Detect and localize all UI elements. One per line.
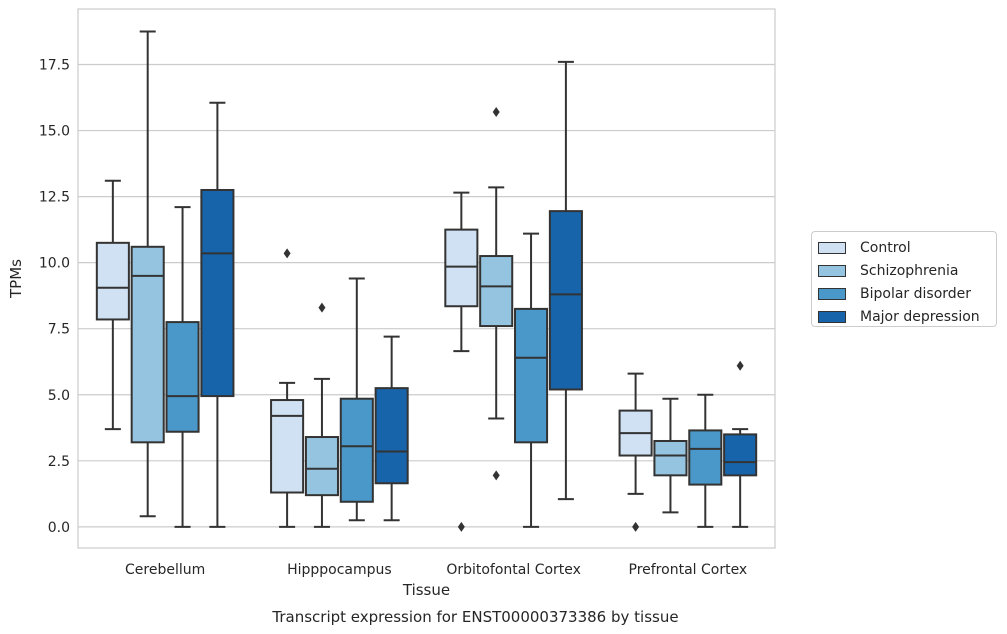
- y-tick-label: 2.5: [48, 454, 70, 470]
- box-0-1: [130, 30, 165, 518]
- plot-boxes: [95, 30, 758, 532]
- box-1-0: [270, 248, 305, 528]
- y-tick-label: 0.0: [48, 520, 70, 536]
- box-body: [339, 397, 374, 503]
- box-body: [270, 399, 305, 494]
- x-tick-label: Orbitofontal Cortex: [446, 562, 581, 578]
- legend-label: Control: [860, 239, 911, 256]
- box-body: [444, 228, 479, 308]
- box-2-0: [444, 191, 479, 532]
- box-0-3: [200, 101, 235, 528]
- chart-title: Transcript expression for ENST0000037338…: [271, 608, 678, 626]
- y-tick-label: 12.5: [39, 190, 70, 206]
- box-1-3: [374, 335, 409, 522]
- box-0-2: [165, 206, 200, 528]
- y-tick-label: 5.0: [48, 388, 70, 404]
- box-body: [479, 255, 514, 328]
- box-3-1: [653, 397, 688, 514]
- box-body: [514, 307, 549, 444]
- outlier-point: [492, 107, 500, 118]
- box-body: [374, 387, 409, 485]
- box-3-3: [723, 360, 758, 528]
- y-tick-label: 15.0: [39, 124, 70, 140]
- outlier-point: [632, 521, 640, 532]
- legend-item: Bipolar disorder: [818, 282, 996, 305]
- outlier-point: [492, 470, 500, 481]
- legend-swatch: [818, 241, 846, 254]
- box-body: [688, 429, 723, 486]
- box-2-2: [514, 232, 549, 528]
- box-body: [165, 321, 200, 433]
- y-tick-label: 7.5: [48, 322, 70, 338]
- legend-item: Schizophrenia: [818, 259, 996, 282]
- box-0-0: [95, 179, 130, 431]
- x-tick-label: Prefrontal Cortex: [629, 562, 748, 578]
- box-2-1: [479, 107, 514, 481]
- box-3-2: [688, 393, 723, 528]
- legend-label: Schizophrenia: [860, 262, 959, 279]
- box-3-0: [618, 372, 653, 532]
- legend: Control Schizophrenia Bipolar disorder Majo…: [811, 231, 997, 327]
- y-tick-labels: 0.0 2.5 5.0 7.5 10.0 12.5 15.0 17.5: [39, 57, 70, 535]
- outlier-point: [736, 360, 744, 371]
- y-axis-label: TPMs: [7, 259, 25, 299]
- box-body: [95, 241, 130, 321]
- x-tick-labels: Cerebellum Hipppocampus Orbitofontal Corte…: [125, 562, 747, 578]
- legend-label: Major depression: [860, 308, 980, 325]
- outlier-point: [318, 302, 326, 313]
- legend-item: Control: [818, 236, 996, 259]
- box-2-3: [548, 60, 583, 501]
- box-body: [130, 245, 165, 444]
- outlier-point: [457, 521, 465, 532]
- x-tick-label: Hipppocampus: [287, 562, 392, 578]
- box-1-1: [304, 302, 339, 528]
- legend-swatch: [818, 264, 846, 277]
- legend-swatch: [818, 310, 846, 323]
- box-body: [200, 188, 235, 398]
- x-axis-label: Tissue: [402, 581, 450, 599]
- legend-item: Major depression: [818, 305, 996, 328]
- box-body: [304, 436, 339, 497]
- y-tick-label: 17.5: [39, 57, 70, 73]
- box-body: [653, 439, 688, 477]
- legend-label: Bipolar disorder: [860, 285, 972, 302]
- box-body: [548, 210, 583, 391]
- plot-frame: [77, 8, 776, 549]
- outlier-point: [283, 248, 291, 259]
- box-body: [723, 433, 758, 477]
- y-tick-label: 10.0: [39, 256, 70, 272]
- x-tick-label: Cerebellum: [125, 562, 205, 578]
- legend-swatch: [818, 287, 846, 300]
- box-1-2: [339, 277, 374, 522]
